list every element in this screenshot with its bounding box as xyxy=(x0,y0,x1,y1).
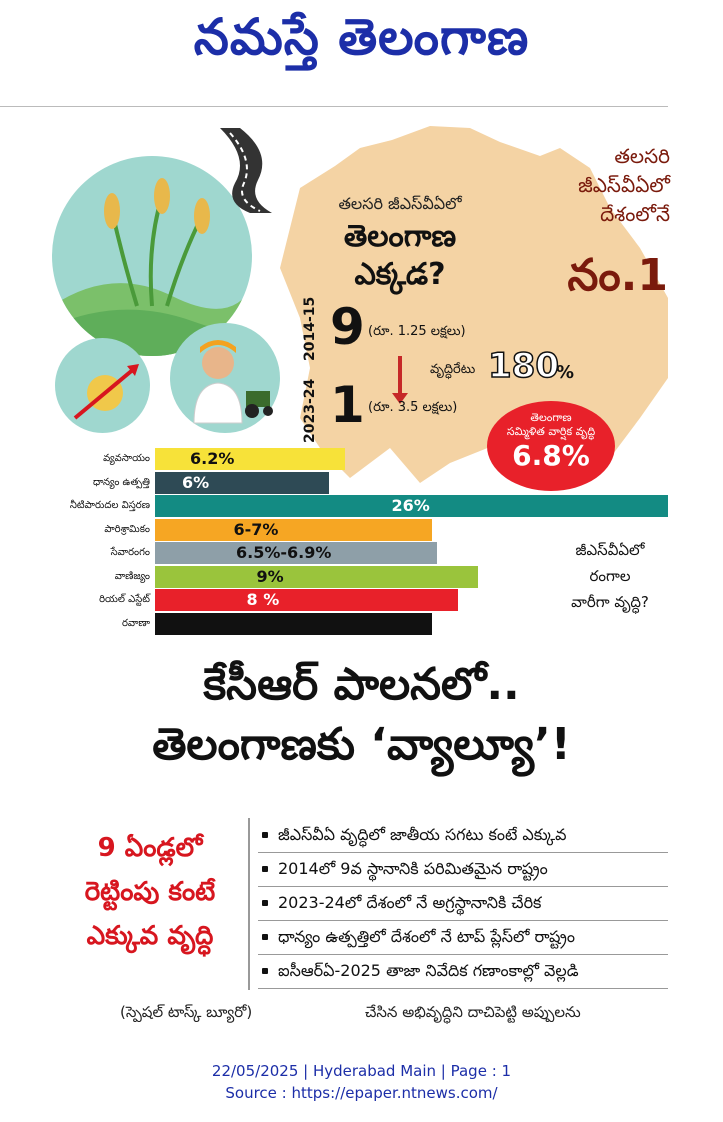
bar-category-label: ధాన్యం ఉత్పత్తి xyxy=(92,476,150,488)
year-2014: 2014-15 xyxy=(302,296,318,361)
bullet-item: జీఎస్‌వీఏ వృద్ధిలో జాతీయ సగటు కంటే ఎక్కు… xyxy=(258,818,668,853)
sector-question: జీఎస్‌వీఏలో రంగాల వారీగా వృద్ధి? xyxy=(555,537,665,615)
bullet-item: ఐసీఆర్ఏ-2025 తాజా నివేదిక గణాంకాల్లో వెల… xyxy=(258,954,668,989)
bar: 8 % xyxy=(155,589,458,611)
caption-line: దేశంలోనే xyxy=(600,202,670,226)
bullet-text: 2023-24లో దేశంలో నే అగ్రస్థానానికి చేరిక xyxy=(278,893,542,912)
bar-value-label: 9% xyxy=(256,566,284,586)
page-bottom-area xyxy=(0,1040,723,1122)
year-labels: 2014-15 2023-24 xyxy=(300,293,324,443)
bar: 6.2% xyxy=(155,448,345,470)
bar-value-label: 6.2% xyxy=(190,449,235,468)
bar-row: రవాణా xyxy=(0,612,668,635)
growth-rate-value: 180 xyxy=(487,345,559,387)
bar-row: సేవారంగం 6.5%-6.9% xyxy=(0,542,668,564)
byline: (స్పెషల్ టాస్క్ బ్యూరో) xyxy=(120,1003,253,1021)
masthead: నమస్తే తెలంగాణ xyxy=(0,0,723,108)
bar-category-label: సేవారంగం xyxy=(110,547,150,558)
rank-number-one: నం.1 xyxy=(567,250,668,301)
question-line: తెలంగాణ xyxy=(343,219,457,254)
agriculture-icon xyxy=(52,156,252,356)
bar-value-label: 6-7% xyxy=(233,519,279,539)
farmer-icon xyxy=(170,323,280,433)
bar-category-label: నీటిపారుదల విస్తరణ xyxy=(69,500,150,511)
per-capita-caption: తలసరి జీఎస్‌వీఏలో దేశంలోనే xyxy=(560,142,670,229)
bullet-text: ఐసీఆర్ఏ-2025 తాజా నివేదిక గణాంకాల్లో వెల… xyxy=(278,961,579,980)
infographic: తలసరి జీఎస్‌వీఏలో దేశంలోనే నం.1 తలసరి జీ… xyxy=(0,118,670,648)
masthead-divider xyxy=(0,106,668,107)
year-2023: 2023-24 xyxy=(302,378,318,443)
arrow-down-icon xyxy=(392,356,408,404)
subhead-line: ఎక్కువ వృద్ధి xyxy=(86,921,214,951)
growth-rate-percent: % xyxy=(556,362,575,383)
headline-line: తెలంగాణకు ‘వ్యాల్యూ’! xyxy=(152,719,571,770)
caption-line: తలసరి xyxy=(614,144,670,168)
body-text: చేసిన అభివృద్ధిని దాచిపెట్టి అప్పులను xyxy=(365,1003,581,1021)
bar-row: రియల్ ఎస్టేట్ 8 % xyxy=(0,589,668,611)
bar-value-label: 26% xyxy=(391,496,430,515)
growth-rate-label: వృద్ధిరేటు xyxy=(430,362,476,377)
cagr-label-line: సమ్మిళిత వార్షిక వృద్ధి xyxy=(506,425,596,438)
bar-value-label: 6% xyxy=(182,472,210,492)
bar-value-label: 8 % xyxy=(246,590,280,609)
subhead-line: 9 ఏండ్లలో xyxy=(97,833,203,863)
sector-question-line: రంగాల xyxy=(589,567,631,585)
bar: 9% xyxy=(155,565,478,588)
cagr-label-line: తెలంగాణ xyxy=(530,411,572,424)
question-line: ఎక్కడ? xyxy=(354,257,446,292)
bullet-icon xyxy=(262,899,268,906)
newspaper-logo: నమస్తే తెలంగాణ xyxy=(193,8,530,66)
cagr-badge: తెలంగాణ సమ్మిళిత వార్షిక వృద్ధి 6.8% xyxy=(487,401,615,491)
bar-row: వాణిజ్యం 9% xyxy=(0,565,668,588)
bullet-icon xyxy=(262,865,268,872)
rank-2014: 9 xyxy=(330,298,365,356)
bar-category-label: రవాణా xyxy=(121,617,150,629)
bullet-icon xyxy=(262,831,268,838)
rank-2023-note: (రూ. 3.5 లక్షలు) xyxy=(368,400,458,415)
subhead: 9 ఏండ్లలో రెట్టింపు కంటే ఎక్కువ వృద్ధి xyxy=(60,826,240,958)
finance-icon xyxy=(55,338,150,433)
bar-row: ధాన్యం ఉత్పత్తి 6% xyxy=(0,471,668,494)
headline-line: కేసీఆర్ పాలనలో.. xyxy=(203,659,520,710)
story-summary: 9 ఏండ్లలో రెట్టింపు కంటే ఎక్కువ వృద్ధి జ… xyxy=(0,818,723,998)
headline: కేసీఆర్ పాలనలో.. తెలంగాణకు ‘వ్యాల్యూ’! xyxy=(0,655,723,775)
bullet-item: ధాన్యం ఉత్పత్తిలో దేశంలో నే టాప్ ప్లేస్‌… xyxy=(258,920,668,955)
bar-row: పారిశ్రామికం 6-7% xyxy=(0,518,668,541)
bar: 26% xyxy=(155,495,668,517)
caption-line: జీఎస్‌వీఏలో xyxy=(578,173,670,197)
question-small: తలసరి జీఎస్‌వీఏలో xyxy=(338,194,462,213)
bullet-icon xyxy=(262,933,268,940)
bullet-icon xyxy=(262,967,268,974)
road-icon xyxy=(220,128,272,213)
bullet-item: 2014లో 9వ స్థానానికి పరిమితమైన రాష్ట్రం xyxy=(258,852,668,887)
bar-row: నీటిపారుదల విస్తరణ 26% xyxy=(0,495,668,517)
footer-source: Source : https://epaper.ntnews.com/ xyxy=(225,1084,498,1102)
rank-2023: 1 xyxy=(330,376,365,434)
rank-2014-note: (రూ. 1.25 లక్షలు) xyxy=(368,324,466,339)
question-big: తెలంగాణ ఎక్కడ? xyxy=(300,218,500,294)
telangana-map-illustration xyxy=(280,126,668,483)
bullet-text: ధాన్యం ఉత్పత్తిలో దేశంలో నే టాప్ ప్లేస్‌… xyxy=(278,927,575,946)
bar-category-label: రియల్ ఎస్టేట్ xyxy=(99,594,150,605)
sector-question-line: వారీగా వృద్ధి? xyxy=(571,593,649,611)
bar xyxy=(155,612,432,635)
bullet-item: 2023-24లో దేశంలో నే అగ్రస్థానానికి చేరిక xyxy=(258,886,668,921)
bullet-text: జీఎస్‌వీఏ వృద్ధిలో జాతీయ సగటు కంటే ఎక్కు… xyxy=(278,825,567,844)
bar: 6-7% xyxy=(155,518,432,541)
subhead-line: రెట్టింపు కంటే xyxy=(84,877,216,907)
bar-category-label: వాణిజ్యం xyxy=(114,570,150,582)
footer-date-edition: 22/05/2025 | Hyderabad Main | Page : 1 xyxy=(211,1062,512,1080)
cagr-value: 6.8% xyxy=(512,439,590,472)
sector-question-line: జీఎస్‌వీఏలో xyxy=(575,541,645,559)
footer: 22/05/2025 | Hyderabad Main | Page : 1 S… xyxy=(0,1060,723,1104)
bullet-text: 2014లో 9వ స్థానానికి పరిమితమైన రాష్ట్రం xyxy=(278,859,548,878)
bar-category-label: పారిశ్రామికం xyxy=(104,523,150,535)
column-divider xyxy=(248,818,250,990)
bar: 6% xyxy=(155,471,329,494)
bar-row: వ్యవసాయం 6.2% xyxy=(0,448,668,470)
bar-value-label: 6.5%-6.9% xyxy=(236,543,332,562)
bar: 6.5%-6.9% xyxy=(155,542,437,564)
bar-category-label: వ్యవసాయం xyxy=(103,453,150,464)
